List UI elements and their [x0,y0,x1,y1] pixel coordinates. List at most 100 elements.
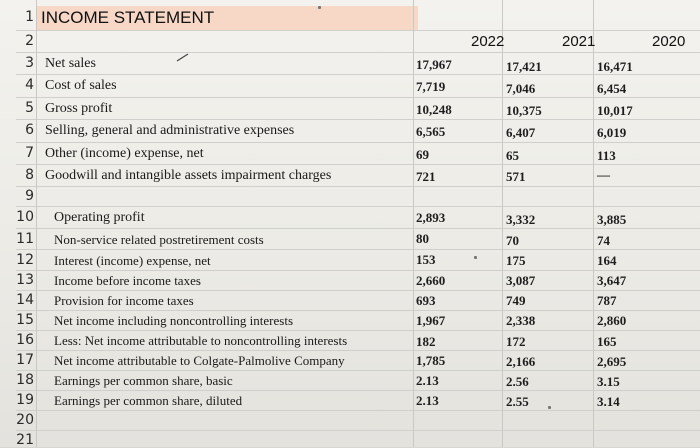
speck-mark [474,256,477,259]
value-cell[interactable]: 153 [416,252,436,267]
grid-line [16,228,700,229]
value-cell[interactable]: 10,248 [416,102,452,117]
line-item-label[interactable]: Less: Net income attributable to noncont… [54,333,348,348]
value-cell[interactable]: 721 [416,169,436,184]
value-cell[interactable]: 17,967 [416,57,452,72]
value-cell[interactable]: 2,695 [597,354,627,369]
row-number[interactable]: 8 [25,167,34,183]
value-cell[interactable]: 7,046 [506,81,536,96]
value-cell[interactable]: 175 [506,253,526,268]
row-number[interactable]: 3 [25,55,34,71]
row-number[interactable]: 1 [25,9,34,25]
line-item-label[interactable]: Provision for income taxes [54,293,194,308]
value-cell[interactable]: 74 [597,233,610,248]
grid-line [16,97,700,98]
value-cell[interactable]: 164 [597,253,617,268]
line-item-label[interactable]: Cost of sales [45,78,117,93]
year-header[interactable]: 2022 [471,33,505,50]
line-item-label[interactable]: Selling, general and administrative expe… [45,123,295,138]
line-item-label[interactable]: Earnings per common share, basic [54,373,233,388]
value-cell[interactable]: 165 [597,334,617,349]
value-cell[interactable]: 3,087 [506,273,536,288]
value-cell[interactable]: 2,166 [506,354,536,369]
value-cell[interactable]: 2.55 [506,394,529,409]
value-cell[interactable]: 3,332 [506,212,536,227]
value-cell[interactable]: 3.15 [597,374,620,389]
value-cell[interactable]: 749 [506,293,526,308]
value-cell[interactable]: 2.13 [416,393,439,408]
value-cell[interactable]: 1,967 [416,313,446,328]
value-cell[interactable]: 787 [597,293,617,308]
row-number[interactable]: 15 [16,312,34,328]
row-number[interactable]: 18 [16,372,34,388]
grid-line [593,0,594,447]
grid-line [413,0,414,447]
line-item-label[interactable]: Net income attributable to Colgate-Palmo… [54,353,345,368]
value-cell[interactable]: 182 [416,334,436,349]
row-number[interactable]: 5 [25,100,34,116]
grid-line [16,290,700,291]
grid-line [16,249,700,250]
value-cell[interactable]: 17,421 [506,59,542,74]
row-number[interactable]: 11 [16,231,34,247]
line-item-label[interactable]: Operating profit [54,210,145,225]
row-number[interactable]: 12 [16,252,34,268]
value-cell[interactable]: 10,017 [597,103,633,118]
title-cell-highlight [36,6,418,30]
value-cell[interactable]: 3.14 [597,394,620,409]
value-cell[interactable]: — [597,167,610,182]
value-cell[interactable]: 7,719 [416,79,446,94]
row-number[interactable]: 21 [16,432,34,448]
value-cell[interactable]: 2,338 [506,313,536,328]
value-cell[interactable]: 70 [506,233,519,248]
value-cell[interactable]: 80 [416,231,429,246]
row-number[interactable]: 20 [16,412,34,428]
value-cell[interactable]: 10,375 [506,103,542,118]
value-cell[interactable]: 571 [506,169,526,184]
value-cell[interactable]: 69 [416,147,429,162]
value-cell[interactable]: 172 [506,334,526,349]
value-cell[interactable]: 113 [597,148,616,163]
row-number[interactable]: 2 [25,33,34,49]
value-cell[interactable]: 2,660 [416,273,446,288]
value-cell[interactable]: 2.13 [416,373,439,388]
line-item-label[interactable]: Interest (income) expense, net [54,253,211,268]
value-cell[interactable]: 65 [506,148,519,163]
row-number[interactable]: 19 [16,392,34,408]
value-cell[interactable]: 6,019 [597,125,627,140]
line-item-label[interactable]: Gross profit [45,101,113,116]
line-item-label[interactable]: Net sales [45,56,96,71]
grid-line [16,52,700,53]
sheet-title[interactable]: INCOME STATEMENT [41,8,215,27]
line-item-label[interactable]: Goodwill and intangible assets impairmen… [45,168,332,183]
value-cell[interactable]: 693 [416,293,436,308]
row-number[interactable]: 6 [25,122,34,138]
value-cell[interactable]: 6,454 [597,81,627,96]
value-cell[interactable]: 6,407 [506,125,536,140]
row-number[interactable]: 16 [16,332,34,348]
value-cell[interactable]: 1,785 [416,353,446,368]
line-item-label[interactable]: Other (income) expense, net [45,146,204,161]
row-number[interactable]: 14 [16,292,34,308]
line-item-label[interactable]: Earnings per common share, diluted [54,393,243,408]
row-number[interactable]: 13 [16,272,34,288]
row-number[interactable]: 9 [25,188,34,204]
year-header[interactable]: 2021 [562,33,596,50]
value-cell[interactable]: 3,885 [597,212,627,227]
line-item-label[interactable]: Non-service related postretirement costs [54,232,264,247]
value-cell[interactable]: 16,471 [597,59,633,74]
value-cell[interactable]: 2,860 [597,313,627,328]
value-cell[interactable]: 2.56 [506,374,529,389]
value-cell[interactable]: 2,893 [416,210,446,225]
row-number[interactable]: 10 [16,209,34,225]
row-number[interactable]: 4 [25,77,34,93]
value-cell[interactable]: 3,647 [597,273,627,288]
grid-line [16,430,700,431]
line-item-label[interactable]: Net income including noncontrolling inte… [54,313,294,328]
value-cell[interactable]: 6,565 [416,124,446,139]
line-item-label[interactable]: Income before income taxes [54,273,201,288]
row-number[interactable]: 7 [25,145,34,161]
year-header[interactable]: 2020 [652,33,686,50]
row-number[interactable]: 17 [16,352,34,368]
